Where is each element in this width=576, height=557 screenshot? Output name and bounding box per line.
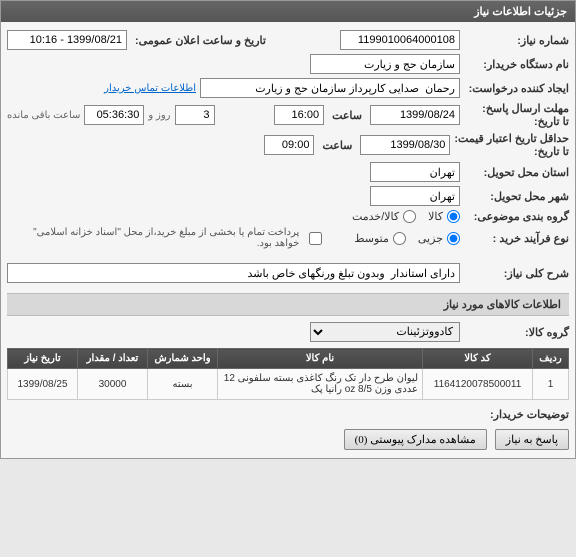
th-name: نام کالا (218, 349, 423, 369)
min-validity-label: حداقل تاریخ اعتبار قیمت:تا تاریخ: (454, 132, 569, 158)
items-section-title: اطلاعات کالاهای مورد نیاز (7, 293, 569, 316)
small-radio[interactable] (447, 232, 460, 245)
td-name: لیوان طرح دار تک رنگ کاغذی بسته سلفونی 1… (218, 369, 423, 400)
request-no-input[interactable] (340, 30, 460, 50)
announce-label: تاریخ و ساعت اعلان عمومی: (131, 34, 270, 47)
deadline-label: مهلت ارسال پاسخ:تا تاریخ: (464, 102, 569, 128)
attachments-button[interactable]: مشاهده مدارک پیوستی (0) (344, 429, 487, 450)
purchase-type-label: نوع فرآیند خرید : (464, 232, 569, 245)
general-desc-input[interactable] (7, 263, 460, 283)
buyer-org-input[interactable] (310, 54, 460, 74)
small-radio-label: جزیی (418, 232, 443, 245)
delivery-city-input[interactable] (370, 186, 460, 206)
service-radio-item[interactable]: کالا/خدمت (352, 210, 416, 223)
days-word: روز و (148, 110, 170, 121)
countdown-input[interactable] (84, 105, 144, 125)
medium-radio-label: متوسط (354, 232, 389, 245)
buyer-notes-label: توضیحات خریدار: (464, 408, 569, 421)
service-radio-label: کالا/خدمت (352, 210, 399, 223)
medium-radio[interactable] (393, 232, 406, 245)
panel-title: جزئیات اطلاعات نیاز (1, 1, 575, 22)
items-table: ردیف کد کالا نام کالا واحد شمارش تعداد /… (7, 348, 569, 400)
treasury-check-label: پرداخت تمام یا بخشی از مبلغ خرید،از محل … (7, 227, 299, 249)
medium-radio-item[interactable]: متوسط (354, 232, 406, 245)
min-validity-time-input[interactable] (264, 135, 314, 155)
contact-link[interactable]: اطلاعات تماس خریدار (104, 83, 196, 94)
time-label-1: ساعت (328, 109, 366, 122)
treasury-check-item[interactable]: پرداخت تمام یا بخشی از مبلغ خرید،از محل … (7, 227, 322, 249)
table-row: 1 1164120078500011 لیوان طرح دار تک رنگ … (8, 369, 569, 400)
days-count-input[interactable] (175, 105, 215, 125)
request-no-label: شماره نیاز: (464, 34, 569, 47)
td-date: 1399/08/25 (8, 369, 78, 400)
th-date: تاریخ نیاز (8, 349, 78, 369)
announce-date-input[interactable] (7, 30, 127, 50)
deadline-date-input[interactable] (370, 105, 460, 125)
deadline-time-input[interactable] (274, 105, 324, 125)
small-radio-item[interactable]: جزیی (418, 232, 460, 245)
treasury-checkbox[interactable] (309, 232, 322, 245)
service-radio[interactable] (403, 210, 416, 223)
purchase-type-radios: جزیی متوسط پرداخت تمام یا بخشی از مبلغ خ… (7, 227, 460, 249)
time-label-2: ساعت (318, 139, 356, 152)
remaining-label: ساعت باقی مانده (7, 110, 80, 121)
delivery-province-label: استان محل تحویل: (464, 166, 569, 179)
buyer-org-label: نام دستگاه خریدار: (464, 58, 569, 71)
reply-button[interactable]: پاسخ به نیاز (495, 429, 569, 450)
min-validity-date-input[interactable] (360, 135, 450, 155)
creator-label: ایجاد کننده درخواست: (464, 82, 569, 95)
details-panel: جزئیات اطلاعات نیاز شماره نیاز: تاریخ و … (0, 0, 576, 459)
delivery-province-input[interactable] (370, 162, 460, 182)
td-code: 1164120078500011 (423, 369, 533, 400)
td-unit: بسته (148, 369, 218, 400)
goods-radio[interactable] (447, 210, 460, 223)
th-idx: ردیف (533, 349, 569, 369)
item-group-label: گروه کالا: (464, 326, 569, 339)
creator-input[interactable] (200, 78, 460, 98)
goods-radio-item[interactable]: کالا (428, 210, 460, 223)
item-group-select[interactable]: کادووتزئینات (310, 322, 460, 342)
goods-radio-label: کالا (428, 210, 443, 223)
th-qty: تعداد / مقدار (78, 349, 148, 369)
topic-group-label: گروه بندی موضوعی: (464, 210, 569, 223)
delivery-city-label: شهر محل تحویل: (464, 190, 569, 203)
general-desc-label: شرح کلی نیاز: (464, 267, 569, 280)
td-qty: 30000 (78, 369, 148, 400)
panel-body: شماره نیاز: تاریخ و ساعت اعلان عمومی: نا… (1, 22, 575, 458)
td-idx: 1 (533, 369, 569, 400)
th-unit: واحد شمارش (148, 349, 218, 369)
th-code: کد کالا (423, 349, 533, 369)
topic-group-radios: کالا کالا/خدمت (352, 210, 460, 223)
